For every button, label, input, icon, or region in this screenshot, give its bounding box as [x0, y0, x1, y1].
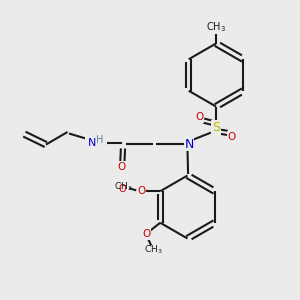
- Text: CH$_3$: CH$_3$: [114, 181, 132, 193]
- Text: O: O: [117, 161, 126, 172]
- Text: O: O: [142, 229, 151, 239]
- Text: N: N: [88, 137, 96, 148]
- Text: O: O: [118, 184, 126, 194]
- Text: O: O: [137, 186, 146, 196]
- Text: CH$_3$: CH$_3$: [144, 244, 163, 256]
- Text: H: H: [96, 135, 103, 145]
- Text: N: N: [184, 137, 194, 151]
- Text: O: O: [227, 131, 236, 142]
- Text: S: S: [212, 121, 220, 134]
- Text: CH$_3$: CH$_3$: [206, 20, 226, 34]
- Text: O: O: [195, 112, 204, 122]
- Text: NH: NH: [88, 137, 104, 148]
